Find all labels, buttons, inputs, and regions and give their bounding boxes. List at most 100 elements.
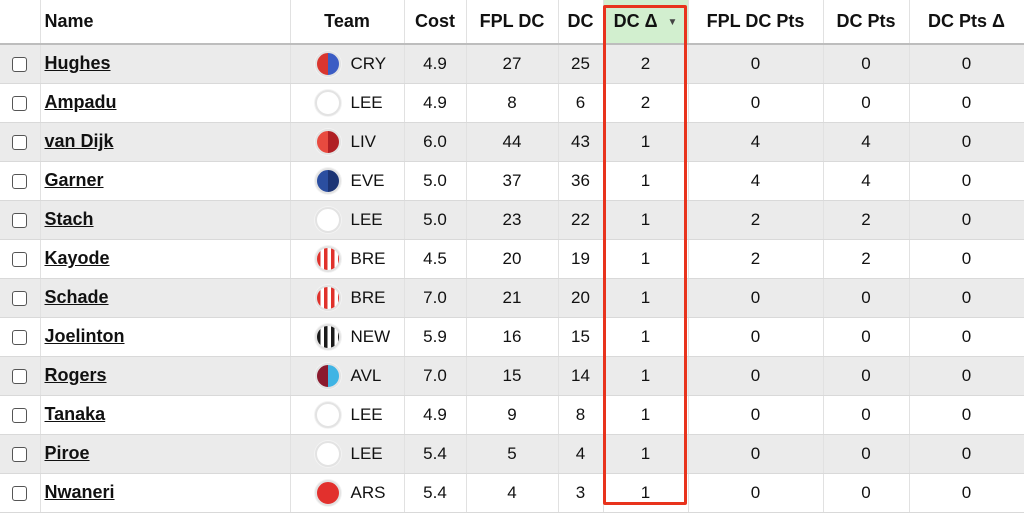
column-header-dc[interactable]: DC bbox=[558, 0, 604, 45]
player-name-link[interactable]: Ampadu bbox=[44, 92, 117, 112]
table-row: van Dijk LIV 6.0 44 43 1 4 4 0 bbox=[0, 122, 1024, 162]
row-checkbox[interactable] bbox=[12, 290, 28, 306]
fpl-dc-pts-cell: 0 bbox=[688, 83, 824, 123]
column-header-fpl-dc-pts[interactable]: FPL DC Pts bbox=[688, 0, 824, 45]
cost-cell: 5.4 bbox=[404, 473, 467, 513]
player-name-cell: Piroe bbox=[40, 434, 291, 474]
team-code: LEE bbox=[350, 209, 383, 229]
row-checkbox[interactable] bbox=[12, 446, 28, 462]
dc-pts-delta-cell: 0 bbox=[909, 83, 1024, 123]
fpl-dc-cell: 27 bbox=[466, 44, 559, 84]
dc-delta-cell: 2 bbox=[603, 83, 689, 123]
row-checkbox[interactable] bbox=[12, 407, 28, 423]
dc-pts-delta-cell: 0 bbox=[909, 434, 1024, 474]
team-code: BRE bbox=[350, 287, 386, 307]
fpl-dc-cell: 8 bbox=[466, 83, 559, 123]
player-name-link[interactable]: Joelinton bbox=[44, 326, 125, 346]
column-header-fpl-dc[interactable]: FPL DC bbox=[466, 0, 559, 45]
row-checkbox[interactable] bbox=[12, 485, 28, 501]
fpl-dc-pts-cell: 4 bbox=[688, 161, 824, 201]
team-code: BRE bbox=[350, 248, 386, 268]
row-select-cell bbox=[0, 473, 41, 513]
team-badge-icon bbox=[314, 323, 341, 350]
player-name-link[interactable]: Stach bbox=[44, 209, 94, 229]
cost-cell: 5.0 bbox=[404, 161, 467, 201]
dc-delta-cell: 1 bbox=[603, 239, 689, 279]
player-name-cell: Rogers bbox=[40, 356, 291, 396]
team-cell: LIV bbox=[290, 122, 405, 162]
table-row: Stach LEE 5.0 23 22 1 2 2 0 bbox=[0, 200, 1024, 240]
player-name-link[interactable]: van Dijk bbox=[44, 131, 114, 151]
row-checkbox[interactable] bbox=[12, 251, 28, 267]
sort-descending-icon: ▼ bbox=[667, 16, 678, 28]
cost-cell: 5.9 bbox=[404, 317, 467, 357]
column-header-dc-pts-delta[interactable]: DC Pts Δ bbox=[909, 0, 1024, 45]
column-header-dc-pts[interactable]: DC Pts bbox=[823, 0, 910, 45]
dc-pts-cell: 0 bbox=[823, 473, 910, 513]
cost-cell: 4.9 bbox=[404, 395, 467, 435]
fpl-dc-cell: 9 bbox=[466, 395, 559, 435]
column-header-cost[interactable]: Cost bbox=[404, 0, 467, 45]
player-name-cell: Nwaneri bbox=[40, 473, 291, 513]
team-cell: LEE bbox=[290, 83, 405, 123]
row-select-cell bbox=[0, 44, 41, 84]
fpl-dc-pts-cell: 0 bbox=[688, 473, 824, 513]
row-select-cell bbox=[0, 278, 41, 318]
dc-pts-cell: 0 bbox=[823, 278, 910, 318]
dc-cell: 36 bbox=[558, 161, 604, 201]
row-select-cell bbox=[0, 395, 41, 435]
row-checkbox[interactable] bbox=[12, 368, 28, 384]
row-checkbox[interactable] bbox=[12, 134, 28, 150]
player-name-link[interactable]: Nwaneri bbox=[44, 482, 115, 502]
player-name-cell: Garner bbox=[40, 161, 291, 201]
fpl-dc-cell: 23 bbox=[466, 200, 559, 240]
player-name-link[interactable]: Rogers bbox=[44, 365, 107, 385]
player-name-link[interactable]: Tanaka bbox=[44, 404, 106, 424]
cost-cell: 5.4 bbox=[404, 434, 467, 474]
row-checkbox[interactable] bbox=[12, 329, 28, 345]
row-select-cell bbox=[0, 83, 41, 123]
team-cell: AVL bbox=[290, 356, 405, 396]
player-name-link[interactable]: Piroe bbox=[44, 443, 90, 463]
player-name-link[interactable]: Hughes bbox=[44, 53, 111, 74]
dc-pts-cell: 0 bbox=[823, 395, 910, 435]
row-checkbox[interactable] bbox=[12, 56, 28, 72]
dc-cell: 25 bbox=[558, 44, 604, 84]
team-badge-icon bbox=[314, 401, 341, 428]
row-checkbox[interactable] bbox=[12, 95, 28, 111]
dc-cell: 15 bbox=[558, 317, 604, 357]
team-cell: LEE bbox=[290, 434, 405, 474]
fpl-dc-cell: 20 bbox=[466, 239, 559, 279]
column-header-dc-delta-label: DC Δ bbox=[613, 11, 658, 31]
player-name-link[interactable]: Garner bbox=[44, 170, 104, 190]
column-header-name[interactable]: Name bbox=[40, 0, 291, 45]
player-name-link[interactable]: Schade bbox=[44, 287, 109, 307]
table-row: Piroe LEE 5.4 5 4 1 0 0 0 bbox=[0, 434, 1024, 474]
team-code: LIV bbox=[350, 131, 377, 151]
column-header-dc-delta[interactable]: DC Δ ▼ bbox=[603, 0, 689, 45]
table-row: Joelinton NEW 5.9 16 15 1 0 0 0 bbox=[0, 317, 1024, 357]
fpl-dc-cell: 5 bbox=[466, 434, 559, 474]
player-name-link[interactable]: Kayode bbox=[44, 248, 110, 268]
fpl-dc-cell: 16 bbox=[466, 317, 559, 357]
player-name-cell: Kayode bbox=[40, 239, 291, 279]
row-checkbox[interactable] bbox=[12, 212, 28, 228]
player-name-cell: Stach bbox=[40, 200, 291, 240]
player-name-cell: Joelinton bbox=[40, 317, 291, 357]
column-header-team[interactable]: Team bbox=[290, 0, 405, 45]
team-cell: BRE bbox=[290, 239, 405, 279]
fpl-dc-cell: 15 bbox=[466, 356, 559, 396]
dc-delta-cell: 1 bbox=[603, 356, 689, 396]
dc-pts-cell: 2 bbox=[823, 200, 910, 240]
dc-pts-delta-cell: 0 bbox=[909, 239, 1024, 279]
player-name-cell: Ampadu bbox=[40, 83, 291, 123]
dc-cell: 19 bbox=[558, 239, 604, 279]
team-badge-icon bbox=[314, 167, 341, 194]
dc-pts-delta-cell: 0 bbox=[909, 44, 1024, 84]
dc-delta-cell: 1 bbox=[603, 161, 689, 201]
dc-cell: 14 bbox=[558, 356, 604, 396]
row-checkbox[interactable] bbox=[12, 173, 28, 189]
dc-delta-cell: 1 bbox=[603, 434, 689, 474]
dc-pts-delta-cell: 0 bbox=[909, 473, 1024, 513]
